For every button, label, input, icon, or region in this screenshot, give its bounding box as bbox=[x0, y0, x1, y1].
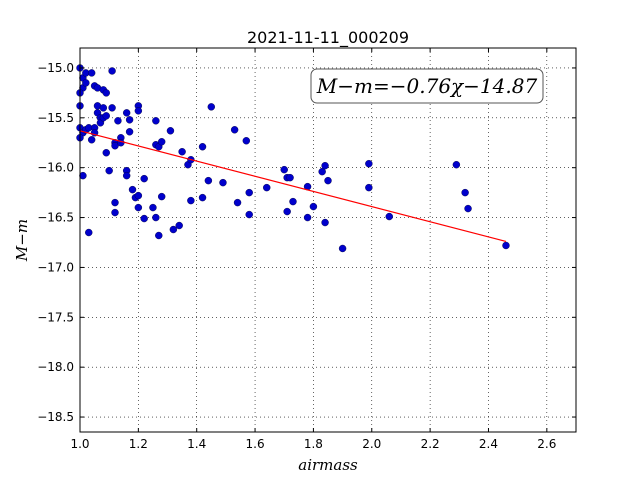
data-point bbox=[122, 109, 131, 117]
data-point bbox=[111, 198, 119, 207]
axis-ticks: 1.0 1.2 1.4 1.6 1.8 2.0 2.2 2.4 2.6 −15.0 −15.5 −16… bbox=[37, 48, 576, 451]
data-point bbox=[152, 117, 160, 125]
y-tick-label: −15.0 bbox=[37, 61, 74, 75]
plot-frame bbox=[79, 47, 577, 433]
data-point bbox=[134, 107, 143, 115]
data-point bbox=[230, 126, 239, 134]
x-tick-label: 1.2 bbox=[129, 437, 148, 451]
data-point bbox=[502, 241, 510, 250]
data-point bbox=[114, 117, 122, 125]
data-point bbox=[111, 208, 119, 217]
data-point bbox=[125, 128, 134, 136]
x-tick-label: 2.4 bbox=[479, 437, 498, 451]
chart-title: 2021-11-11_000209 bbox=[247, 28, 409, 48]
y-tick-label: −17.0 bbox=[37, 260, 74, 274]
data-point bbox=[338, 244, 347, 253]
data-point bbox=[122, 171, 131, 180]
data-point bbox=[365, 183, 373, 192]
fit-equation: M−m=−0.76χ−14.87 bbox=[316, 74, 538, 98]
data-point bbox=[198, 193, 207, 202]
data-point bbox=[318, 167, 326, 176]
data-point bbox=[286, 173, 294, 182]
data-point bbox=[219, 178, 227, 187]
x-tick-label: 2.6 bbox=[537, 437, 556, 451]
data-point bbox=[157, 138, 166, 146]
data-point bbox=[169, 225, 178, 234]
x-tick-label: 1.0 bbox=[70, 437, 89, 451]
data-point bbox=[149, 203, 157, 212]
data-point bbox=[140, 214, 148, 223]
data-point bbox=[155, 231, 163, 240]
data-point bbox=[99, 104, 108, 112]
data-point bbox=[178, 148, 186, 156]
annotation-box bbox=[310, 68, 544, 104]
data-point bbox=[452, 160, 461, 169]
data-point bbox=[280, 165, 288, 174]
y-tick-label: −18.5 bbox=[37, 410, 74, 424]
x-tick-label: 2.2 bbox=[421, 437, 440, 451]
data-point bbox=[108, 104, 116, 112]
data-point bbox=[85, 228, 93, 237]
data-point bbox=[198, 143, 207, 151]
data-point bbox=[87, 136, 96, 144]
fit-annotation: M−m=−0.76χ−14.87 bbox=[310, 68, 544, 104]
data-point bbox=[365, 159, 373, 168]
data-point bbox=[309, 202, 318, 211]
data-point bbox=[242, 137, 251, 145]
y-tick-label: −15.5 bbox=[37, 111, 74, 125]
data-point bbox=[166, 127, 175, 135]
data-point bbox=[385, 212, 393, 221]
data-point bbox=[289, 197, 297, 206]
data-point bbox=[102, 89, 110, 97]
data-point bbox=[324, 176, 332, 185]
fit-line bbox=[79, 130, 507, 243]
data-point bbox=[111, 142, 119, 150]
data-point bbox=[321, 161, 329, 170]
y-axis-label: M−m bbox=[13, 219, 31, 262]
data-point bbox=[207, 103, 215, 111]
data-point bbox=[233, 198, 242, 207]
data-point bbox=[79, 171, 87, 180]
data-point bbox=[187, 196, 195, 205]
data-point bbox=[283, 207, 291, 216]
data-point bbox=[82, 79, 90, 87]
x-tick-label: 1.6 bbox=[246, 437, 265, 451]
data-point bbox=[134, 203, 143, 212]
data-point bbox=[321, 218, 329, 227]
data-point bbox=[245, 210, 253, 219]
x-tick-label: 1.8 bbox=[304, 437, 323, 451]
data-point bbox=[105, 166, 113, 175]
data-point bbox=[303, 213, 312, 222]
y-tick-label: −16.5 bbox=[37, 211, 74, 225]
fit-line-group bbox=[79, 130, 507, 243]
data-point bbox=[125, 116, 134, 124]
data-point bbox=[140, 174, 148, 183]
data-point bbox=[102, 149, 110, 157]
y-tick-label: −16.0 bbox=[37, 161, 74, 175]
data-point bbox=[108, 67, 116, 75]
data-point bbox=[464, 204, 472, 213]
data-point bbox=[157, 192, 166, 201]
data-point bbox=[152, 213, 160, 222]
data-point bbox=[263, 183, 271, 192]
y-tick-label: −18.0 bbox=[37, 360, 74, 374]
x-tick-label: 1.4 bbox=[187, 437, 206, 451]
data-point bbox=[175, 221, 183, 230]
data-point bbox=[134, 191, 143, 200]
y-tick-label: −17.5 bbox=[37, 310, 74, 324]
data-point bbox=[102, 112, 110, 120]
x-tick-label: 2.0 bbox=[362, 437, 381, 451]
data-point bbox=[128, 185, 137, 194]
x-axis-label: airmass bbox=[298, 456, 358, 474]
data-point bbox=[245, 188, 253, 197]
data-point bbox=[204, 176, 213, 185]
data-point bbox=[461, 188, 469, 197]
data-point bbox=[87, 69, 96, 77]
